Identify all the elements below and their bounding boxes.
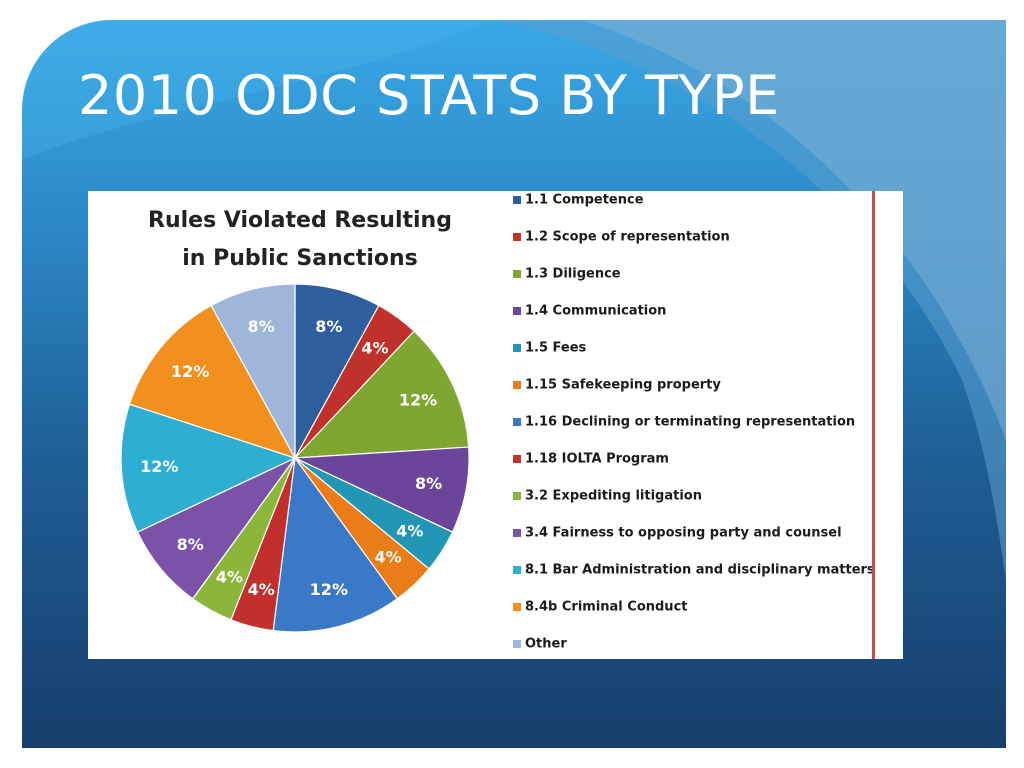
panel-edge-line [872, 191, 875, 659]
chart-title-line-2: in Public Sanctions [182, 246, 418, 271]
legend-swatch [513, 381, 521, 389]
legend-label: 1.3 Diligence [525, 267, 621, 282]
background-swoosh [22, 20, 1006, 580]
pie-slices [120, 283, 470, 633]
legend-item-1-4-communication: 1.4 Communication [513, 304, 666, 319]
pie-slice-8-1-bar-administration-and-disciplinary-matters [120, 403, 297, 533]
legend-swatch [513, 233, 521, 241]
pie-slice-1-16-declining-or-terminating-representation [272, 456, 399, 633]
slide-title: 2010 ODC STATS BY TYPE [78, 64, 780, 127]
legend-swatch [513, 603, 521, 611]
legend-label: 3.2 Expediting litigation [525, 489, 702, 504]
slice-label-3-2-expediting-litigation: 4% [216, 568, 243, 587]
legend-item-other: Other [513, 637, 567, 652]
slice-label-1-2-scope-of-representation: 4% [361, 338, 388, 357]
pie-slice-other [210, 283, 296, 459]
legend-label: 1.5 Fees [525, 341, 587, 356]
pie-slice-1-3-diligence [293, 330, 470, 459]
legend-swatch [513, 492, 521, 500]
legend-label: 1.1 Competence [525, 193, 644, 208]
chart-legend: 1.1 Competence 1.2 Scope of representatio… [513, 193, 875, 652]
slice-label-1-4-communication: 8% [415, 474, 442, 493]
legend-swatch [513, 455, 521, 463]
slice-label-1-16-declining-or-terminating-representation: 12% [310, 580, 348, 599]
legend-item-8-1-bar-administration-and-disciplinary-matters: 8.1 Bar Administration and disciplinary … [513, 563, 875, 578]
legend-label: 1.18 IOLTA Program [525, 452, 669, 467]
legend-label: 1.15 Safekeeping property [525, 378, 721, 393]
slice-label-3-4-fairness-to-opposing-party-and-counsel: 8% [177, 535, 204, 554]
legend-item-1-15-safekeeping-property: 1.15 Safekeeping property [513, 378, 721, 393]
legend-label: 1.4 Communication [525, 304, 666, 319]
slice-label-8-4b-criminal-conduct: 12% [171, 362, 209, 381]
legend-item-1-2-scope-of-representation: 1.2 Scope of representation [513, 230, 730, 245]
pie-chart: Rules Violated Resulting in Public Sanct… [120, 193, 875, 652]
legend-swatch [513, 529, 521, 537]
legend-swatch [513, 307, 521, 315]
legend-swatch [513, 270, 521, 278]
legend-label: 8.4b Criminal Conduct [525, 600, 688, 615]
legend-item-3-4-fairness-to-opposing-party-and-counsel: 3.4 Fairness to opposing party and couns… [513, 526, 842, 541]
slice-label-1-15-safekeeping-property: 4% [375, 548, 402, 567]
chart-title-line-1: Rules Violated Resulting [148, 208, 452, 233]
legend-label: 1.2 Scope of representation [525, 230, 730, 245]
legend-label: Other [525, 637, 567, 652]
legend-item-3-2-expediting-litigation: 3.2 Expediting litigation [513, 489, 702, 504]
legend-label: 3.4 Fairness to opposing party and couns… [525, 526, 842, 541]
slice-label-8-1-bar-administration-and-disciplinary-matters: 12% [140, 457, 178, 476]
pie-slice-8-4b-criminal-conduct [128, 304, 297, 460]
legend-label: 1.16 Declining or terminating representa… [525, 415, 855, 430]
legend-item-1-18-iolta-program: 1.18 IOLTA Program [513, 452, 669, 467]
legend-swatch [513, 640, 521, 648]
legend-item-1-3-diligence: 1.3 Diligence [513, 267, 621, 282]
legend-label: 8.1 Bar Administration and disciplinary … [525, 563, 875, 578]
legend-item-1-5-fees: 1.5 Fees [513, 341, 587, 356]
chart-panel: Rules Violated Resulting in Public Sanct… [88, 191, 903, 659]
legend-swatch [513, 196, 521, 204]
legend-swatch [513, 344, 521, 352]
legend-item-1-16-declining-or-terminating-representation: 1.16 Declining or terminating representa… [513, 415, 855, 430]
slice-label-1-3-diligence: 12% [399, 391, 437, 410]
pie-labels: 8% 4% 12% 8% 4% 4% 12% 4% 4% 8% 12% 12% 8% [140, 317, 442, 599]
slice-label-1-5-fees: 4% [396, 521, 423, 540]
slice-label-1-1-competence: 8% [315, 317, 342, 336]
slice-label-1-18-iolta-program: 4% [248, 580, 275, 599]
legend-swatch [513, 566, 521, 574]
legend-item-8-4b-criminal-conduct: 8.4b Criminal Conduct [513, 600, 688, 615]
slice-label-other: 8% [248, 317, 275, 336]
legend-item-1-1-competence: 1.1 Competence [513, 193, 644, 208]
legend-swatch [513, 418, 521, 426]
